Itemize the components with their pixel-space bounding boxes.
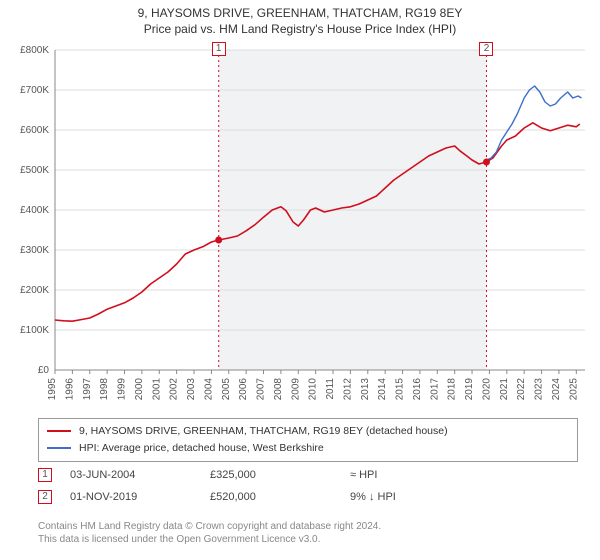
svg-text:£100K: £100K: [20, 325, 49, 336]
svg-text:2009: 2009: [290, 378, 301, 401]
svg-text:2013: 2013: [360, 378, 371, 401]
svg-text:2022: 2022: [516, 378, 527, 401]
event-price: £520,000: [210, 491, 350, 503]
svg-text:£0: £0: [38, 365, 50, 376]
svg-text:2008: 2008: [273, 378, 284, 401]
svg-text:£600K: £600K: [20, 125, 49, 136]
svg-text:£400K: £400K: [20, 205, 49, 216]
svg-text:2018: 2018: [447, 378, 458, 401]
legend-label: 9, HAYSOMS DRIVE, GREENHAM, THATCHAM, RG…: [79, 423, 448, 440]
svg-text:2003: 2003: [186, 378, 197, 401]
footer-attribution: Contains HM Land Registry data © Crown c…: [38, 520, 578, 546]
svg-text:2012: 2012: [342, 378, 353, 401]
svg-text:2011: 2011: [325, 378, 336, 400]
event-row: 1 03-JUN-2004£325,000≈ HPI: [38, 464, 578, 486]
title-line-2: Price paid vs. HM Land Registry's House …: [144, 22, 456, 36]
svg-text:£700K: £700K: [20, 85, 49, 96]
legend-label: HPI: Average price, detached house, West…: [79, 440, 324, 457]
svg-text:2020: 2020: [481, 378, 492, 401]
event-note: 9% ↓ HPI: [350, 491, 578, 503]
title-line-1: 9, HAYSOMS DRIVE, GREENHAM, THATCHAM, RG…: [138, 6, 463, 20]
svg-text:2016: 2016: [412, 378, 423, 401]
svg-text:1998: 1998: [99, 378, 110, 401]
svg-text:1995: 1995: [47, 378, 58, 401]
event-marker-2: 2: [479, 42, 493, 56]
svg-text:2024: 2024: [551, 378, 562, 401]
chart-title: 9, HAYSOMS DRIVE, GREENHAM, THATCHAM, RG…: [0, 0, 600, 37]
legend-swatch: [47, 447, 71, 449]
legend: 9, HAYSOMS DRIVE, GREENHAM, THATCHAM, RG…: [38, 418, 578, 462]
chart-svg: £0 £100K £200K £300K £400K £500K £600K £700K £80…: [0, 40, 600, 410]
footer-line-1: Contains HM Land Registry data © Crown c…: [38, 521, 381, 532]
svg-text:2017: 2017: [429, 378, 440, 401]
event-row-marker: 1: [38, 468, 52, 482]
events-table: 1 03-JUN-2004£325,000≈ HPI 2 01-NOV-2019£52…: [38, 464, 578, 508]
svg-text:2007: 2007: [256, 378, 267, 401]
svg-text:2019: 2019: [464, 378, 475, 401]
svg-text:2010: 2010: [308, 378, 319, 401]
event-price: £325,000: [210, 469, 350, 481]
svg-text:2001: 2001: [151, 378, 162, 401]
event-date: 01-NOV-2019: [70, 491, 210, 503]
event-row: 2 01-NOV-2019£520,0009% ↓ HPI: [38, 486, 578, 508]
svg-text:2015: 2015: [395, 378, 406, 401]
svg-text:2004: 2004: [203, 378, 214, 401]
svg-text:2000: 2000: [134, 378, 145, 401]
svg-text:2014: 2014: [377, 378, 388, 401]
svg-text:£300K: £300K: [20, 245, 49, 256]
chart-plot-area: £0 £100K £200K £300K £400K £500K £600K £700K £80…: [0, 40, 600, 410]
svg-text:£800K: £800K: [20, 45, 49, 56]
legend-item: HPI: Average price, detached house, West…: [47, 440, 569, 457]
svg-text:£500K: £500K: [20, 165, 49, 176]
svg-text:£200K: £200K: [20, 285, 49, 296]
legend-item: 9, HAYSOMS DRIVE, GREENHAM, THATCHAM, RG…: [47, 423, 569, 440]
svg-text:2002: 2002: [169, 378, 180, 401]
event-date: 03-JUN-2004: [70, 469, 210, 481]
svg-text:1997: 1997: [82, 378, 93, 401]
svg-text:2025: 2025: [568, 378, 579, 401]
svg-text:1996: 1996: [64, 378, 75, 401]
chart-container: 9, HAYSOMS DRIVE, GREENHAM, THATCHAM, RG…: [0, 0, 600, 560]
svg-text:2023: 2023: [534, 378, 545, 401]
svg-text:2006: 2006: [238, 378, 249, 401]
event-row-marker: 2: [38, 490, 52, 504]
legend-swatch: [47, 430, 71, 432]
svg-text:1999: 1999: [117, 378, 128, 401]
svg-text:2021: 2021: [499, 378, 510, 401]
svg-text:2005: 2005: [221, 378, 232, 401]
event-note: ≈ HPI: [350, 469, 578, 481]
footer-line-2: This data is licensed under the Open Gov…: [38, 534, 320, 545]
event-marker-1: 1: [212, 42, 226, 56]
